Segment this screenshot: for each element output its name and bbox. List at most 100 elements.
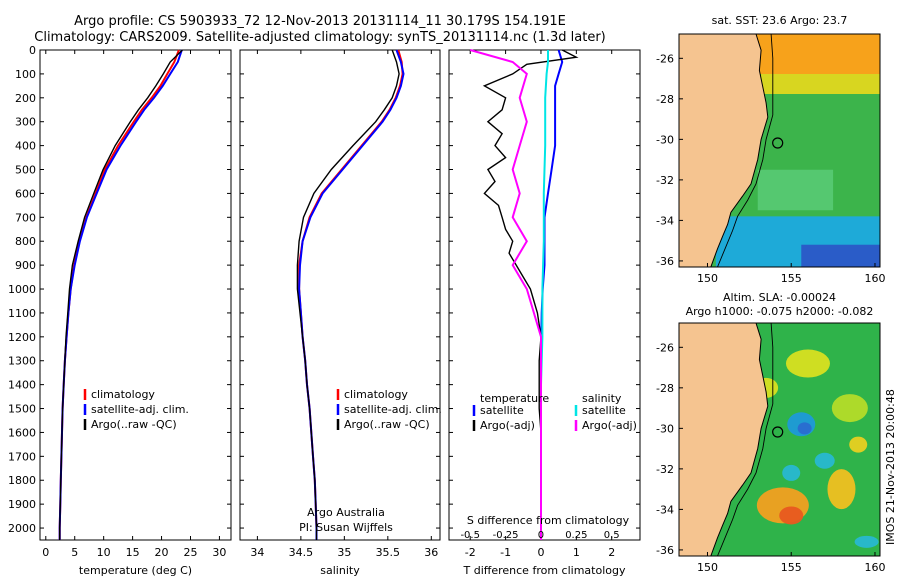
y-tick-label: 300 <box>15 116 36 129</box>
legend-heading-salinity: salinity <box>582 392 622 405</box>
sla-anomaly-blob <box>831 394 868 423</box>
shelf-contour <box>717 33 774 268</box>
y-tick-label: 400 <box>15 140 36 153</box>
series-line <box>469 49 542 540</box>
x-tick-label: 30 <box>212 546 226 559</box>
y-tick-label: 600 <box>15 187 36 200</box>
secondary-tick-label: 0.5 <box>604 530 620 541</box>
x-tick-label: -2 <box>465 546 476 559</box>
y-tick-label: 1100 <box>8 307 36 320</box>
y-tick-label: 2000 <box>8 522 36 535</box>
map-lat-label: -28 <box>656 382 674 395</box>
map-lon-label: 160 <box>864 561 885 574</box>
map-title: Argo h1000: -0.075 h2000: -0.082 <box>686 305 874 318</box>
sla-anomaly-blob <box>785 349 830 378</box>
map-lat-label: -32 <box>656 174 674 187</box>
x-tick-label: 35 <box>337 546 351 559</box>
secondary-tick-label: -0.25 <box>493 530 519 541</box>
map-lon-label: 160 <box>864 272 885 285</box>
legend-label: Argo(..raw -QC) <box>91 418 177 431</box>
legend-label: climatology <box>91 388 155 401</box>
x-axis-label: T difference from climatology <box>463 564 626 577</box>
y-tick-label: 1700 <box>8 450 36 463</box>
series-line <box>298 49 405 540</box>
map-title: Altim. SLA: -0.00024 <box>723 291 836 304</box>
series-line <box>59 49 183 540</box>
plot-frame-3 <box>448 49 641 541</box>
x-tick-label: -1 <box>500 546 511 559</box>
pi-label: PI: Susan Wijffels <box>299 521 393 534</box>
map-lat-label: -36 <box>656 544 674 557</box>
legend-label: Argo(..raw -QC) <box>344 418 430 431</box>
series-line <box>58 49 180 540</box>
map-lat-label: -26 <box>656 52 674 65</box>
map-frame <box>678 33 881 268</box>
y-tick-label: 700 <box>15 211 36 224</box>
series-line <box>540 49 564 540</box>
map-lat-label: -32 <box>656 463 674 476</box>
x-tick-label: 34.5 <box>289 546 314 559</box>
sla-anomaly-blob <box>814 452 835 469</box>
x-tick-label: 1 <box>573 546 580 559</box>
legend-label: satellite <box>582 404 626 417</box>
map-lon-label: 155 <box>781 272 802 285</box>
y-tick-label: 0 <box>29 44 36 57</box>
map-frame <box>678 322 881 557</box>
map-mid-band <box>757 169 834 211</box>
map-lat-label: -26 <box>656 341 674 354</box>
y-tick-label: 500 <box>15 164 36 177</box>
y-tick-label: 1500 <box>8 403 36 416</box>
x-tick-label: 2 <box>608 546 615 559</box>
sla-anomaly-blob <box>854 535 879 548</box>
x-tick-label: 34 <box>250 546 264 559</box>
map-lon-label: 150 <box>697 561 718 574</box>
x-tick-label: 0 <box>42 546 49 559</box>
map-lat-label: -28 <box>656 93 674 106</box>
y-tick-label: 900 <box>15 259 36 272</box>
x-tick-label: 10 <box>97 546 111 559</box>
series-line <box>540 50 549 540</box>
legend-label: satellite <box>480 404 524 417</box>
map-lat-label: -30 <box>656 133 674 146</box>
y-tick-label: 1200 <box>8 331 36 344</box>
x-tick-label: 36 <box>424 546 438 559</box>
map-warm-band <box>761 74 880 94</box>
map-cool-band <box>801 244 880 267</box>
legend-label: Argo(-adj) <box>480 419 535 432</box>
y-tick-label: 1900 <box>8 498 36 511</box>
series-line <box>58 49 183 540</box>
map-lat-label: -34 <box>656 503 674 516</box>
float-position-marker <box>772 426 784 438</box>
x-tick-label: 20 <box>155 546 169 559</box>
sla-anomaly-blob <box>797 422 812 435</box>
secondary-tick-label: -0.5 <box>460 530 480 541</box>
y-tick-label: 1400 <box>8 379 36 392</box>
x-axis-label: temperature (deg C) <box>79 564 192 577</box>
y-tick-label: 1000 <box>8 283 36 296</box>
x-tick-label: 0 <box>537 546 544 559</box>
legend-heading-temperature: temperature <box>480 392 549 405</box>
map-lon-label: 150 <box>697 272 718 285</box>
y-tick-label: 1800 <box>8 474 36 487</box>
sla-anomaly-blob <box>779 506 804 525</box>
x-tick-label: 25 <box>183 546 197 559</box>
float-position-marker <box>772 137 784 149</box>
imos-footer: IMOS 21-Nov-2013 20:00:48 <box>884 389 897 545</box>
institution-label: Argo Australia <box>307 506 385 519</box>
sla-anomaly-blob <box>827 469 856 510</box>
map-title: sat. SST: 23.6 Argo: 23.7 <box>712 14 848 27</box>
y-tick-label: 800 <box>15 235 36 248</box>
legend-label: climatology <box>344 388 408 401</box>
plot-frame-1 <box>39 49 232 541</box>
sla-anomaly-blob <box>782 464 801 481</box>
x-tick-label: 5 <box>71 546 78 559</box>
secondary-axis-label: S difference from climatology <box>467 514 630 527</box>
y-tick-label: 200 <box>15 92 36 105</box>
series-line <box>296 49 400 540</box>
legend-label: Argo(-adj) <box>582 419 637 432</box>
land-mass <box>678 33 769 268</box>
plot-frame-2 <box>239 49 441 541</box>
header-line-1: Argo profile: CS 5903933_72 12-Nov-2013 … <box>74 14 566 29</box>
x-tick-label: 15 <box>126 546 140 559</box>
